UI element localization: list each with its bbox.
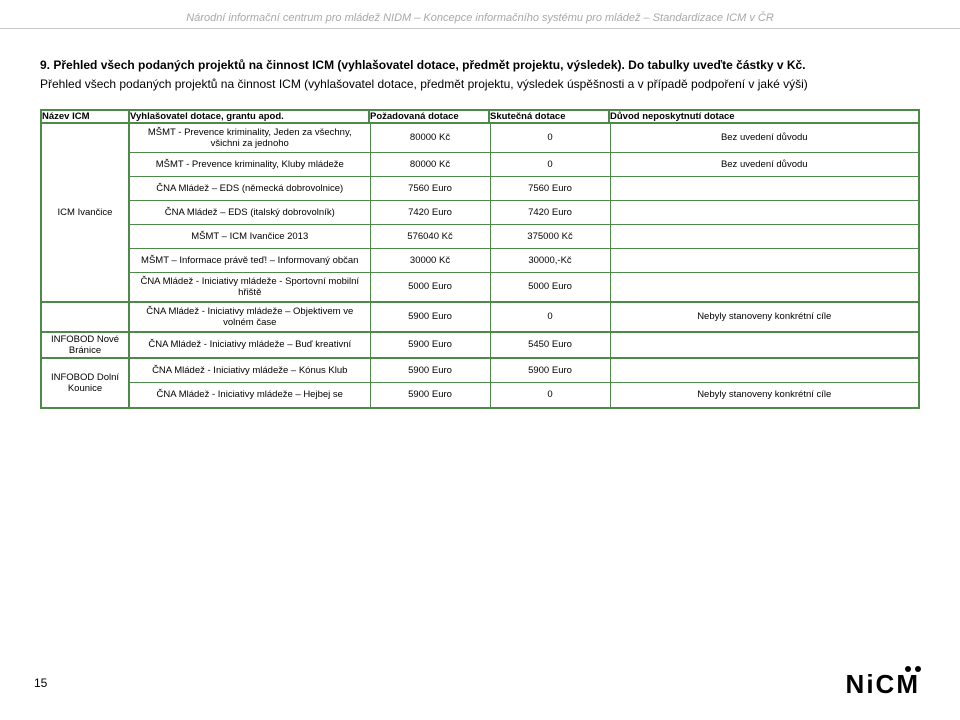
cell-poz: 7560 Euro bbox=[370, 176, 490, 200]
table-header-row: Název ICM Vyhlašovatel dotace, grantu ap… bbox=[41, 110, 919, 123]
cell-duv: Bez uvedení důvodu bbox=[610, 124, 918, 153]
table-block: ICM Ivančice MŠMT - Prevence kriminality… bbox=[41, 123, 919, 302]
cell-poz: 576040 Kč bbox=[370, 224, 490, 248]
cell-skut: 5000 Euro bbox=[490, 272, 610, 301]
cell-duv: Nebyly stanoveny konkrétní cíle bbox=[610, 383, 918, 407]
cell-skut: 0 bbox=[490, 383, 610, 407]
table-row: ČNA Mládež – EDS (italský dobrovolník)74… bbox=[130, 200, 918, 224]
col-poz: Požadovaná dotace bbox=[369, 110, 489, 123]
table-block: INFOBOD Dolní Kounice ČNA Mládež - Inici… bbox=[41, 358, 919, 408]
cell-duv bbox=[610, 200, 918, 224]
table-block: INFOBOD Nové Bránice ČNA Mládež - Inicia… bbox=[41, 332, 919, 358]
cell-duv: Nebyly stanoveny konkrétní cíle bbox=[610, 303, 918, 331]
block-inner: ČNA Mládež - Iniciativy mládeže – Objekt… bbox=[129, 302, 919, 332]
table-row: ČNA Mládež - Iniciativy mládeže – Objekt… bbox=[130, 303, 918, 331]
block-inner: MŠMT - Prevence kriminality, Jeden za vš… bbox=[129, 123, 919, 302]
cell-duv bbox=[610, 272, 918, 301]
icm-name-cell bbox=[41, 302, 129, 332]
cell-vyhl: ČNA Mládež - Iniciativy mládeže – Kónus … bbox=[130, 359, 370, 383]
page-header: Národní informační centrum pro mládež NI… bbox=[0, 0, 960, 29]
projects-table: Název ICM Vyhlašovatel dotace, grantu ap… bbox=[40, 109, 920, 409]
cell-duv bbox=[610, 248, 918, 272]
cell-skut: 7560 Euro bbox=[490, 176, 610, 200]
nicm-logo: NiCM bbox=[846, 669, 920, 700]
cell-vyhl: ČNA Mládež – EDS (italský dobrovolník) bbox=[130, 200, 370, 224]
cell-duv bbox=[610, 224, 918, 248]
table-row: ČNA Mládež - Iniciativy mládeže – Hejbej… bbox=[130, 383, 918, 407]
cell-poz: 7420 Euro bbox=[370, 200, 490, 224]
block-inner: ČNA Mládež - Iniciativy mládeže – Kónus … bbox=[129, 358, 919, 408]
section-title: 9. Přehled všech podaných projektů na či… bbox=[40, 57, 920, 74]
cell-poz: 30000 Kč bbox=[370, 248, 490, 272]
cell-poz: 80000 Kč bbox=[370, 152, 490, 176]
table-row: ČNA Mládež - Iniciativy mládeže - Sporto… bbox=[130, 272, 918, 301]
section-subtitle: Přehled všech podaných projektů na činno… bbox=[40, 76, 920, 93]
cell-poz: 5900 Euro bbox=[370, 333, 490, 357]
cell-vyhl: ČNA Mládež – EDS (německá dobrovolnice) bbox=[130, 176, 370, 200]
col-name: Název ICM bbox=[41, 110, 129, 123]
table-row: MŠMT – Informace právě teď! – Informovan… bbox=[130, 248, 918, 272]
cell-vyhl: ČNA Mládež - Iniciativy mládeže – Objekt… bbox=[130, 303, 370, 331]
table-row: ČNA Mládež – EDS (německá dobrovolnice)7… bbox=[130, 176, 918, 200]
col-vyhl: Vyhlašovatel dotace, grantu apod. bbox=[129, 110, 369, 123]
cell-duv bbox=[610, 359, 918, 383]
cell-skut: 0 bbox=[490, 124, 610, 153]
col-skut: Skutečná dotace bbox=[489, 110, 609, 123]
icm-name-cell: INFOBOD Dolní Kounice bbox=[41, 358, 129, 408]
cell-skut: 0 bbox=[490, 303, 610, 331]
cell-duv: Bez uvedení důvodu bbox=[610, 152, 918, 176]
cell-vyhl: MŠMT – ICM Ivančice 2013 bbox=[130, 224, 370, 248]
table-row: MŠMT - Prevence kriminality, Kluby mláde… bbox=[130, 152, 918, 176]
cell-skut: 30000,-Kč bbox=[490, 248, 610, 272]
cell-skut: 5450 Euro bbox=[490, 333, 610, 357]
col-duv: Důvod neposkytnutí dotace bbox=[609, 110, 919, 123]
content-area: 9. Přehled všech podaných projektů na či… bbox=[0, 57, 960, 409]
cell-vyhl: ČNA Mládež - Iniciativy mládeže – Hejbej… bbox=[130, 383, 370, 407]
table-row: ČNA Mládež - Iniciativy mládeže – Buď kr… bbox=[130, 333, 918, 357]
cell-poz: 80000 Kč bbox=[370, 124, 490, 153]
cell-vyhl: MŠMT - Prevence kriminality, Kluby mláde… bbox=[130, 152, 370, 176]
cell-skut: 0 bbox=[490, 152, 610, 176]
table-block: ČNA Mládež - Iniciativy mládeže – Objekt… bbox=[41, 302, 919, 332]
cell-skut: 5900 Euro bbox=[490, 359, 610, 383]
table-row: ČNA Mládež - Iniciativy mládeže – Kónus … bbox=[130, 359, 918, 383]
cell-poz: 5900 Euro bbox=[370, 383, 490, 407]
cell-poz: 5900 Euro bbox=[370, 359, 490, 383]
icm-name-cell: INFOBOD Nové Bránice bbox=[41, 332, 129, 358]
block-inner: ČNA Mládež - Iniciativy mládeže – Buď kr… bbox=[129, 332, 919, 358]
cell-vyhl: ČNA Mládež - Iniciativy mládeže - Sporto… bbox=[130, 272, 370, 301]
icm-name-cell: ICM Ivančice bbox=[41, 123, 129, 302]
table-row: MŠMT – ICM Ivančice 2013576040 Kč375000 … bbox=[130, 224, 918, 248]
cell-vyhl: MŠMT - Prevence kriminality, Jeden za vš… bbox=[130, 124, 370, 153]
page-number: 15 bbox=[34, 676, 47, 690]
cell-skut: 375000 Kč bbox=[490, 224, 610, 248]
cell-skut: 7420 Euro bbox=[490, 200, 610, 224]
cell-vyhl: ČNA Mládež - Iniciativy mládeže – Buď kr… bbox=[130, 333, 370, 357]
cell-vyhl: MŠMT – Informace právě teď! – Informovan… bbox=[130, 248, 370, 272]
cell-poz: 5000 Euro bbox=[370, 272, 490, 301]
table-row: MŠMT - Prevence kriminality, Jeden za vš… bbox=[130, 124, 918, 153]
cell-poz: 5900 Euro bbox=[370, 303, 490, 331]
cell-duv bbox=[610, 333, 918, 357]
cell-duv bbox=[610, 176, 918, 200]
